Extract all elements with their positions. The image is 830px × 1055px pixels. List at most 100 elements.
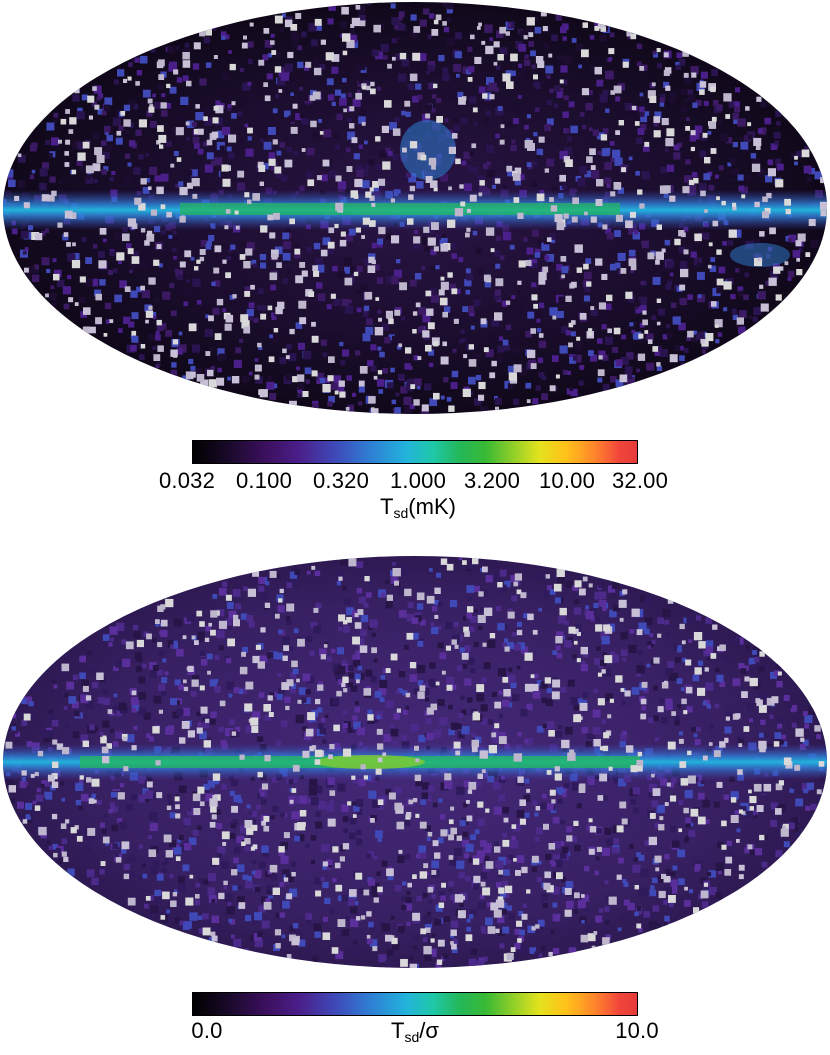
masked-pixel xyxy=(763,783,772,792)
noise-pixel xyxy=(517,642,525,650)
noise-pixel xyxy=(675,61,680,66)
noise-pixel xyxy=(546,687,552,694)
masked-pixel xyxy=(175,813,181,819)
masked-pixel xyxy=(657,706,664,713)
noise-pixel xyxy=(467,697,473,703)
noise-pixel xyxy=(641,332,649,340)
masked-pixel xyxy=(127,897,136,906)
noise-pixel xyxy=(480,718,487,725)
noise-pixel xyxy=(238,885,243,890)
masked-pixel xyxy=(797,233,806,242)
noise-pixel xyxy=(501,300,508,307)
masked-pixel xyxy=(409,662,417,669)
masked-pixel xyxy=(610,191,616,197)
noise-pixel xyxy=(356,587,363,594)
noise-pixel xyxy=(130,697,140,706)
noise-pixel xyxy=(429,568,433,572)
masked-pixel xyxy=(680,778,689,786)
masked-pixel xyxy=(735,713,741,719)
noise-pixel xyxy=(244,286,251,292)
noise-pixel xyxy=(43,737,49,743)
noise-pixel xyxy=(343,828,348,834)
noise-pixel xyxy=(328,395,335,403)
noise-pixel xyxy=(480,704,488,712)
noise-pixel xyxy=(169,86,177,94)
masked-pixel xyxy=(500,124,505,129)
noise-pixel xyxy=(100,677,106,683)
noise-pixel xyxy=(56,279,65,288)
noise-pixel xyxy=(161,230,166,235)
noise-pixel xyxy=(523,613,529,619)
masked-pixel xyxy=(670,795,677,802)
noise-pixel xyxy=(214,157,223,166)
noise-pixel xyxy=(25,802,33,810)
masked-pixel xyxy=(630,264,637,271)
masked-pixel xyxy=(514,573,522,581)
masked-pixel xyxy=(203,116,208,121)
noise-pixel xyxy=(209,679,217,687)
masked-pixel xyxy=(364,576,370,582)
masked-pixel xyxy=(693,907,700,914)
noise-pixel xyxy=(333,133,339,139)
noise-pixel xyxy=(617,252,626,261)
noise-pixel xyxy=(761,127,767,133)
masked-pixel xyxy=(375,136,381,142)
masked-pixel xyxy=(601,669,606,674)
masked-pixel xyxy=(368,256,375,264)
masked-pixel xyxy=(297,638,305,647)
masked-pixel xyxy=(286,679,294,687)
noise-pixel xyxy=(109,626,118,635)
masked-pixel xyxy=(244,291,251,297)
masked-pixel xyxy=(663,52,669,58)
noise-pixel xyxy=(695,863,701,870)
noise-pixel xyxy=(758,666,765,673)
masked-pixel xyxy=(173,69,179,75)
noise-pixel xyxy=(122,658,131,668)
noise-pixel xyxy=(569,387,574,391)
noise-pixel xyxy=(767,159,774,165)
masked-pixel xyxy=(296,374,305,382)
masked-pixel xyxy=(526,399,531,403)
masked-pixel xyxy=(343,108,347,113)
noise-pixel xyxy=(701,666,707,671)
noise-pixel xyxy=(438,798,443,803)
noise-pixel xyxy=(269,651,278,659)
masked-pixel xyxy=(647,252,655,260)
noise-pixel xyxy=(312,403,319,410)
noise-pixel xyxy=(443,306,451,313)
noise-pixel xyxy=(722,241,727,246)
masked-pixel xyxy=(551,691,560,700)
noise-pixel xyxy=(48,153,53,158)
noise-pixel xyxy=(68,696,77,704)
noise-pixel xyxy=(752,650,757,655)
noise-pixel xyxy=(570,125,578,134)
noise-pixel xyxy=(629,844,634,849)
masked-pixel xyxy=(409,185,416,192)
noise-pixel xyxy=(208,937,215,943)
noise-pixel xyxy=(416,181,424,189)
noise-pixel xyxy=(431,94,437,99)
noise-pixel xyxy=(293,243,301,251)
noise-pixel xyxy=(24,247,29,251)
noise-pixel xyxy=(252,263,258,268)
noise-pixel xyxy=(194,899,201,906)
noise-pixel xyxy=(429,662,436,669)
masked-pixel xyxy=(444,773,452,781)
noise-pixel xyxy=(385,960,393,968)
masked-pixel xyxy=(235,225,240,230)
noise-pixel xyxy=(476,856,484,863)
noise-pixel xyxy=(390,915,395,920)
noise-pixel xyxy=(408,380,416,388)
noise-pixel xyxy=(408,173,416,180)
masked-pixel xyxy=(252,193,260,201)
noise-pixel xyxy=(523,794,531,802)
masked-pixel xyxy=(206,139,213,146)
noise-pixel xyxy=(277,92,286,101)
noise-pixel xyxy=(347,404,355,412)
masked-pixel xyxy=(704,209,708,213)
noise-pixel xyxy=(638,304,647,313)
noise-pixel xyxy=(531,282,536,288)
masked-pixel xyxy=(568,322,574,328)
noise-pixel xyxy=(328,3,336,11)
masked-pixel xyxy=(667,741,676,750)
